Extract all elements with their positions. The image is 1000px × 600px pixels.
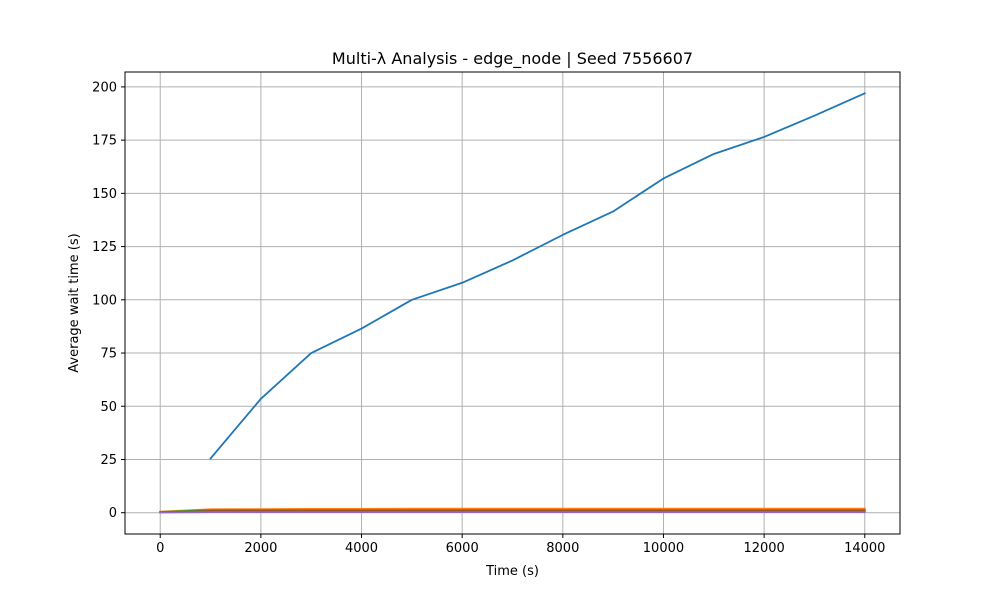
x-tick-label: 0 [156,541,164,556]
y-tick-label: 150 [92,187,117,202]
series-line-1 [209,92,866,460]
y-tick-label: 175 [92,134,117,149]
x-tick-label: 14000 [844,541,885,556]
y-tick-label: 100 [92,293,117,308]
x-tick-label: 10000 [643,541,684,556]
y-tick-label: 125 [92,240,117,255]
y-tick-label: 75 [100,347,117,362]
x-tick-label: 12000 [743,541,784,556]
series-line-3 [159,509,866,514]
x-axis-label: Time (s) [485,564,539,579]
x-tick-label: 6000 [446,541,479,556]
y-tick-label: 0 [109,506,117,521]
x-tick-label: 2000 [244,541,277,556]
x-tick-label: 4000 [345,541,378,556]
chart-title: Multi-λ Analysis - edge_node | Seed 7556… [332,49,693,69]
plot-series [159,92,866,514]
y-tick-label: 25 [100,453,117,468]
series-line-2 [159,507,866,513]
y-tick-label: 200 [92,80,117,95]
x-tick-label: 8000 [546,541,579,556]
y-tick-label: 50 [100,400,117,415]
axis-ticks: 0 2000 4000 6000 8000 10000 12000 14000 0 25 50 75 1… [92,80,885,556]
plot-frame [124,71,901,535]
y-axis-label: Average wait time (s) [67,233,82,372]
